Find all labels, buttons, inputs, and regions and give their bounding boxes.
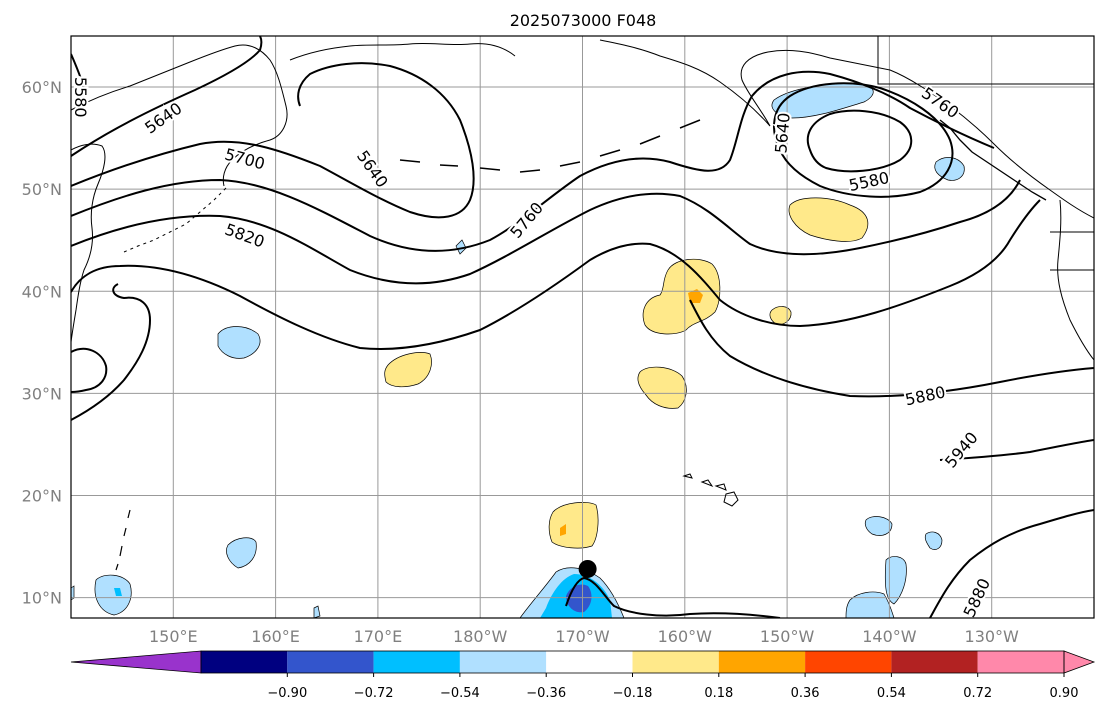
negative-patch-strong: [114, 588, 122, 596]
contour-5580-low: [806, 109, 913, 173]
lon-tick-label: 130°W: [965, 627, 1020, 646]
lat-tick-label: 40°N: [22, 282, 62, 301]
contour-label: 5640: [771, 112, 793, 154]
negative-patch: [864, 516, 893, 536]
contour-5880-east: [689, 299, 1094, 398]
positive-patch-strong: [560, 524, 566, 536]
colorbar-bin: [805, 651, 892, 673]
colorbar-tick-label: −0.90: [267, 686, 307, 701]
height-contours: [71, 36, 1094, 618]
boundary-canada: [877, 36, 1094, 85]
negative-patch: [924, 531, 943, 550]
lat-tick-label: 50°N: [22, 180, 62, 199]
lat-tick-label: 60°N: [22, 78, 62, 97]
positive-patch-strong: [688, 289, 703, 303]
lat-tick-label: 30°N: [22, 384, 62, 403]
coastline-alaska: [599, 39, 1094, 219]
coastline-okhotsk: [71, 143, 106, 343]
contour-5940-west: [71, 347, 108, 393]
lon-tick-label: 150°E: [149, 627, 198, 646]
lon-tick-label: 160°E: [251, 627, 300, 646]
colorbar-tick-label: −0.72: [354, 686, 394, 701]
colorbar-tick-label: 0.36: [791, 686, 820, 701]
lat-axis: 10°N 20°N 30°N 40°N 50°N 60°N: [22, 78, 62, 608]
colorbar-tick-label: 0.90: [1050, 686, 1079, 701]
colorbar-tick-label: 0.18: [704, 686, 733, 701]
map-title: 2025073000 F048: [510, 11, 657, 30]
coastline-siberia: [289, 42, 516, 61]
lon-axis: 150°E 160°E 170°E 180°W 170°W 160°W 150°W 140°W…: [149, 627, 1019, 646]
contour-5820: [71, 179, 1021, 285]
coastline-nw-america: [1057, 199, 1094, 361]
map-frame: [70, 35, 1095, 619]
colorbar-bin: [287, 651, 374, 673]
lon-tick-label: 170°W: [555, 627, 610, 646]
negative-patch: [94, 574, 132, 616]
contour-cyclone: [565, 576, 781, 618]
colorbar-bin: [718, 651, 806, 673]
contour-5640-low: [773, 82, 954, 198]
lon-tick-label: 160°W: [658, 627, 713, 646]
colorbar-bin: [632, 651, 719, 673]
coastline-kamchatka: [71, 44, 288, 187]
coastline-aleutians: [399, 119, 701, 173]
negative-patch: [226, 537, 257, 569]
positive-patch: [788, 197, 869, 242]
colorbar: −0.90 −0.72 −0.54 −0.36 −0.18 0.18 0.36 0.54 0.7…: [70, 650, 1096, 701]
negative-patch: [884, 556, 907, 605]
colorbar-bin: [373, 651, 460, 673]
positive-patch: [548, 502, 599, 549]
lat-tick-label: 10°N: [22, 589, 62, 608]
coastline-gulf-islands: [939, 119, 1047, 201]
colorbar-tick-label: −0.54: [440, 686, 480, 701]
colorbar-bin: [977, 651, 1064, 673]
positive-patch: [637, 366, 687, 409]
colorbar-tick-label: 0.72: [963, 686, 992, 701]
negative-patch: [845, 591, 895, 618]
negative-patch: [217, 326, 261, 359]
cyclone-marker: [578, 559, 597, 578]
contour-5760: [71, 70, 995, 252]
contour-5880-se: [929, 509, 1094, 618]
positive-patch: [384, 352, 432, 388]
contour-5580-west: [71, 53, 87, 97]
colorbar-bin: [459, 651, 547, 673]
coastline-marianas: [115, 509, 131, 571]
colorbar-extend-low: [70, 650, 202, 674]
contour-5880-south: [71, 283, 152, 421]
colorbar-bin: [201, 651, 288, 673]
boundary-us-canada: [1050, 231, 1094, 271]
lon-tick-label: 180°W: [453, 627, 508, 646]
lon-tick-label: 140°W: [862, 627, 917, 646]
contour-5640-west: [71, 36, 263, 157]
lon-tick-label: 150°W: [760, 627, 815, 646]
colorbar-tick-label: −0.36: [526, 686, 566, 701]
lat-tick-label: 20°N: [22, 486, 62, 505]
negative-patch: [313, 605, 321, 618]
colorbar-tick-label: 0.54: [877, 686, 906, 701]
coastline-hawaii: [682, 473, 739, 507]
contour-5880: [71, 199, 1041, 351]
colorbar-tick-label: −0.18: [613, 686, 653, 701]
contour-label: 5580: [71, 77, 90, 118]
colorbar-bin: [891, 651, 978, 673]
colorbar-extend-high: [1063, 650, 1096, 674]
colorbar-bin: [546, 651, 633, 673]
contour-5940: [939, 439, 1094, 461]
contour-5700-west: [71, 62, 475, 219]
coastlines: [71, 36, 1094, 571]
lon-tick-label: 170°E: [354, 627, 403, 646]
